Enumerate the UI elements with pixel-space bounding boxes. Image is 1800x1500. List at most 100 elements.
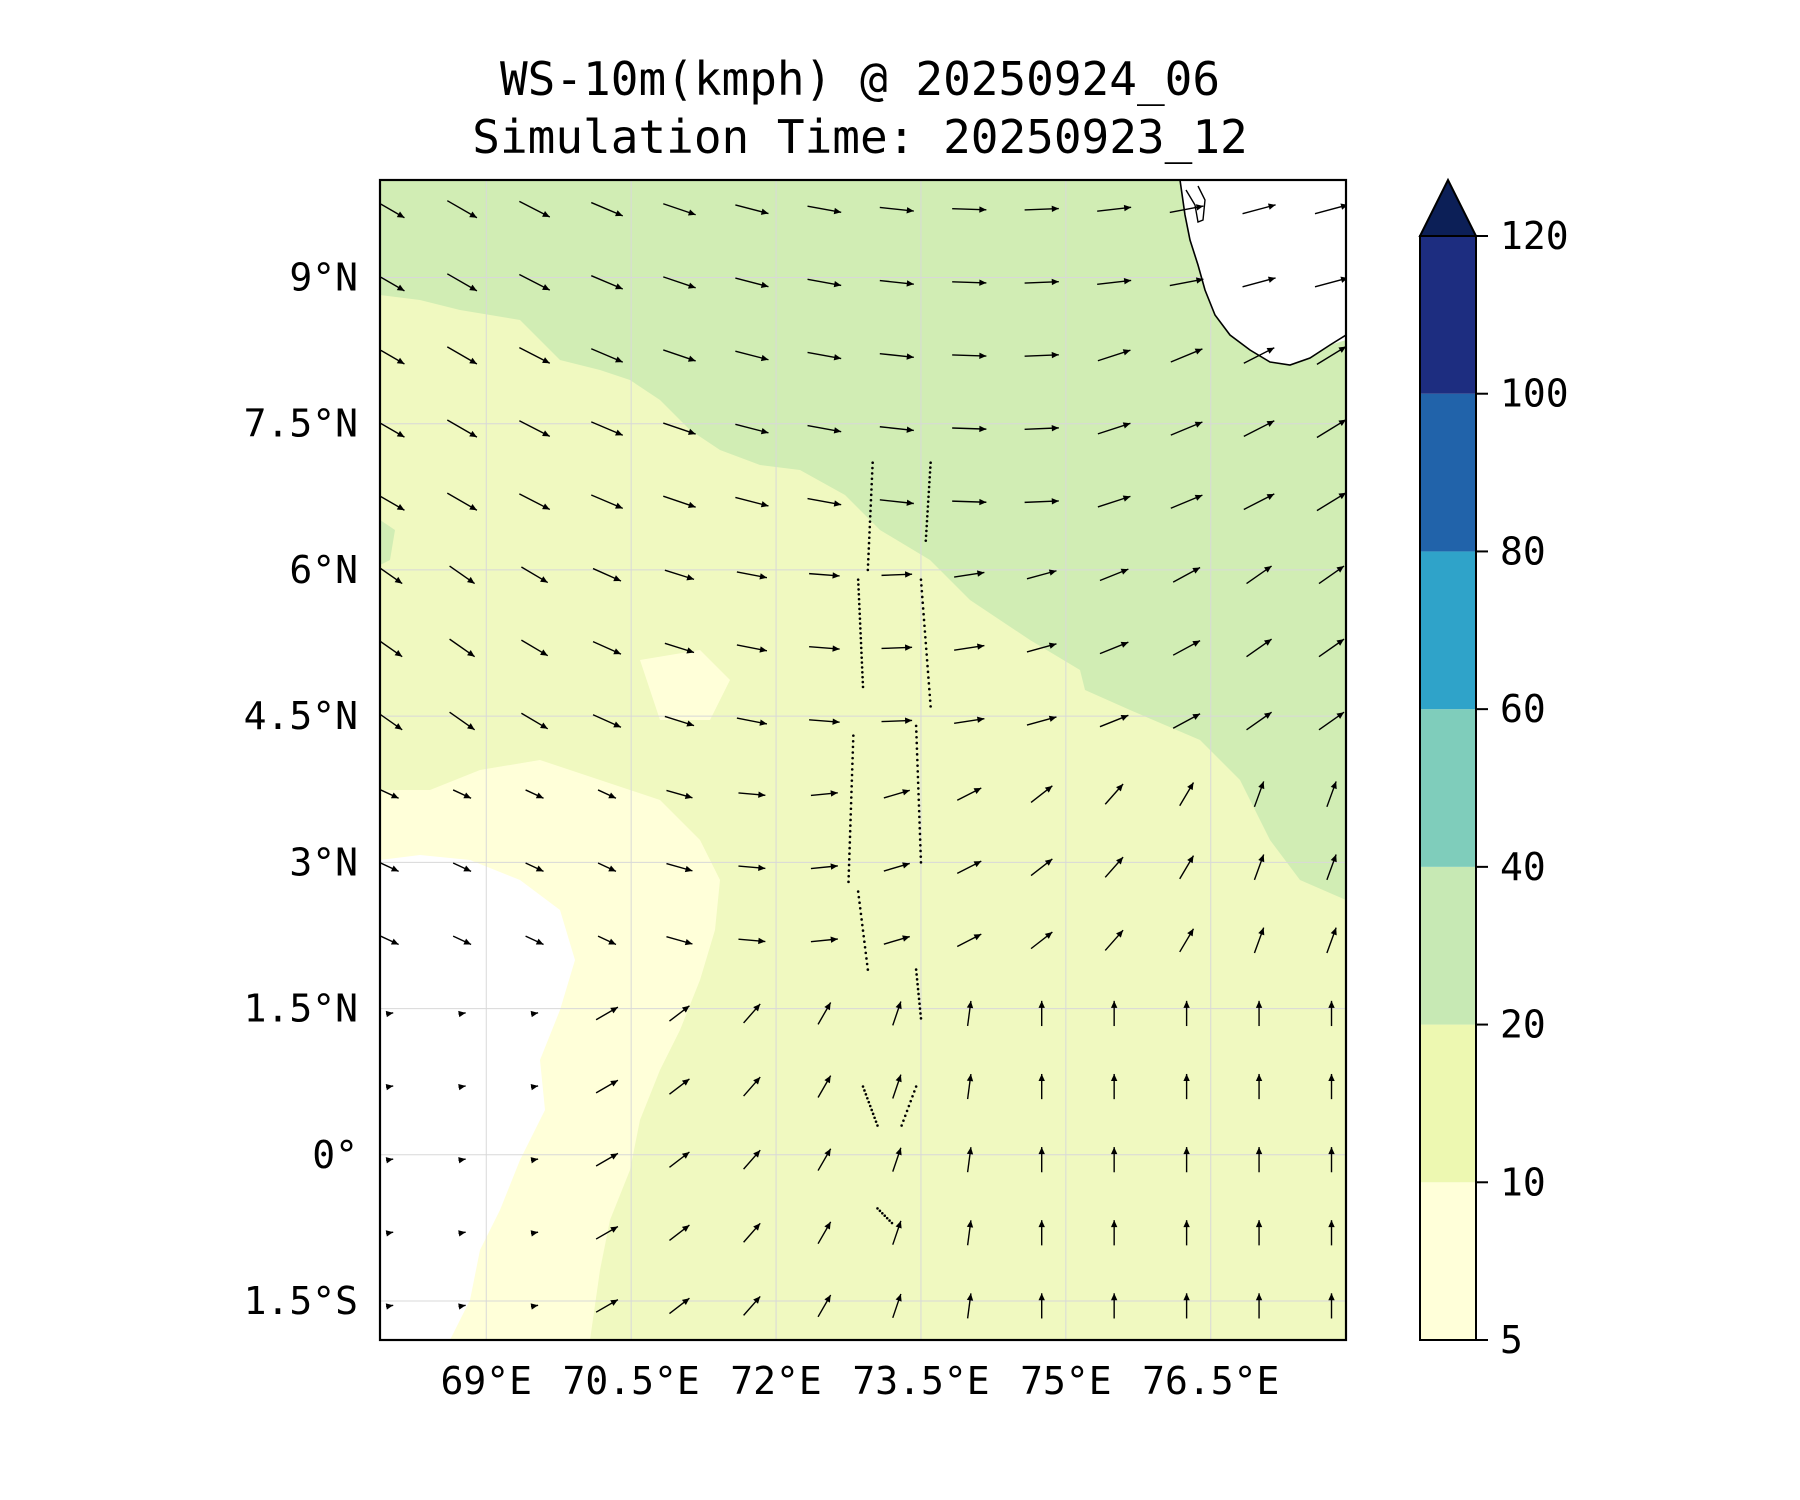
wind-arrow-head bbox=[394, 650, 403, 657]
wind-zone-5-10-patch bbox=[640, 650, 730, 720]
atoll-dot bbox=[847, 858, 851, 861]
y-tick-label: 1.5°N bbox=[244, 987, 358, 1031]
wind-arrow-head bbox=[753, 1296, 761, 1304]
colorbar-tick-label: 60 bbox=[1500, 687, 1546, 731]
atoll-dot bbox=[859, 912, 863, 916]
atoll-dot bbox=[859, 636, 863, 640]
atoll-dot bbox=[917, 798, 921, 802]
wind-arrow-head bbox=[530, 1010, 539, 1018]
atoll-dot bbox=[883, 1214, 887, 1218]
atoll-dot bbox=[924, 635, 927, 639]
atoll-dot bbox=[863, 1089, 866, 1092]
atoll-dot bbox=[850, 790, 853, 794]
atoll-dot bbox=[915, 741, 919, 745]
wind-arrow-head bbox=[463, 938, 472, 945]
wind-arrow-head bbox=[535, 792, 544, 799]
atoll-dot bbox=[848, 852, 851, 856]
wind-arrow-head bbox=[396, 284, 405, 291]
wind-arrow-head bbox=[830, 790, 838, 797]
wind-arrow-head bbox=[467, 576, 475, 584]
atoll-dot bbox=[885, 1216, 889, 1220]
wind-arrow-head bbox=[1255, 1293, 1263, 1301]
wind-arrow-head bbox=[530, 1230, 539, 1237]
atoll-dot bbox=[871, 461, 874, 464]
wind-arrow-head bbox=[833, 427, 842, 434]
atoll-dot bbox=[925, 519, 929, 523]
atoll-dot bbox=[847, 863, 851, 867]
wind-arrow-head bbox=[542, 211, 550, 218]
atoll-dot bbox=[868, 525, 872, 529]
wind-arrow-head bbox=[613, 648, 621, 655]
atoll-dot bbox=[848, 829, 852, 833]
atoll-dot bbox=[909, 1099, 912, 1103]
wind-arrow-head bbox=[540, 649, 548, 656]
atoll-dot bbox=[852, 734, 855, 737]
atoll-dot bbox=[850, 773, 854, 777]
wind-arrow-head bbox=[458, 1010, 466, 1018]
atoll-dot bbox=[926, 510, 929, 513]
wind-zone-below-5-patch bbox=[380, 860, 400, 1000]
wind-arrow-head bbox=[1044, 858, 1053, 866]
atoll-dot bbox=[858, 612, 862, 616]
wind-vectors bbox=[380, 200, 1346, 1319]
wind-arrow-head bbox=[824, 1148, 831, 1157]
wind-arrow-head bbox=[1255, 1220, 1263, 1228]
atoll-dot bbox=[916, 764, 919, 767]
wind-arrow-head bbox=[902, 789, 910, 796]
atoll-dot bbox=[921, 607, 925, 610]
wind-arrow-head bbox=[463, 792, 472, 799]
wind-arrow-head bbox=[1194, 348, 1203, 355]
wind-arrow-head bbox=[687, 282, 696, 289]
wind-arrow-head bbox=[895, 1001, 902, 1010]
wind-arrow-head bbox=[906, 426, 914, 433]
wind-arrow-head bbox=[1038, 1073, 1045, 1081]
atoll-dot bbox=[916, 758, 919, 762]
wind-arrow-head bbox=[895, 1293, 902, 1302]
wind-arrow-head bbox=[1120, 568, 1129, 575]
atoll-dot bbox=[927, 682, 931, 685]
colorbar-tick-label: 120 bbox=[1500, 214, 1569, 258]
wind-arrow-head bbox=[613, 721, 621, 728]
wind-arrow-head bbox=[535, 938, 544, 945]
wind-arrow-head bbox=[530, 1083, 539, 1091]
atoll-dot bbox=[915, 978, 919, 981]
wind-arrow-head bbox=[1192, 640, 1201, 647]
atoll-dot bbox=[863, 940, 866, 944]
wind-arrow-head bbox=[540, 576, 548, 583]
wind-arrow-head bbox=[469, 430, 477, 438]
y-tick-label: 4.5°N bbox=[244, 694, 358, 738]
wind-arrow-head bbox=[1264, 712, 1272, 719]
atoll-dot bbox=[923, 624, 926, 628]
wind-arrow-head bbox=[758, 864, 766, 871]
wind-arrow-head bbox=[976, 716, 985, 723]
atoll-dot bbox=[863, 945, 867, 949]
atoll-dot bbox=[927, 485, 931, 489]
atoll-dot bbox=[850, 784, 853, 788]
wind-arrow-head bbox=[458, 1083, 466, 1091]
wind-arrow-head bbox=[973, 861, 982, 868]
atoll-dot bbox=[861, 685, 865, 689]
wind-arrow-head bbox=[458, 1157, 466, 1164]
wind-arrow-head bbox=[1120, 714, 1129, 721]
wind-arrow-head bbox=[753, 1223, 761, 1231]
wind-arrow-head bbox=[966, 1000, 974, 1009]
wind-arrow-head bbox=[1183, 1147, 1190, 1155]
atoll-dot bbox=[860, 918, 863, 921]
wind-arrow-head bbox=[1194, 421, 1203, 428]
atoll-dot bbox=[859, 627, 862, 630]
colorbar-segment bbox=[1420, 1024, 1476, 1183]
wind-arrow-head bbox=[542, 430, 550, 437]
atoll-dot bbox=[860, 666, 864, 669]
atoll-dot bbox=[919, 843, 922, 847]
wind-arrow-head bbox=[904, 644, 913, 651]
wind-arrow-head bbox=[760, 208, 769, 215]
wind-arrow-head bbox=[385, 1083, 394, 1091]
wind-arrow-head bbox=[1110, 1220, 1118, 1228]
wind-arrow-head bbox=[686, 647, 695, 654]
atoll-dot bbox=[907, 1104, 911, 1108]
wind-arrow-head bbox=[1266, 493, 1275, 500]
wind-arrow-head bbox=[1187, 928, 1194, 937]
wind-arrow-head bbox=[1328, 1220, 1335, 1228]
atoll-dot bbox=[868, 1104, 872, 1108]
